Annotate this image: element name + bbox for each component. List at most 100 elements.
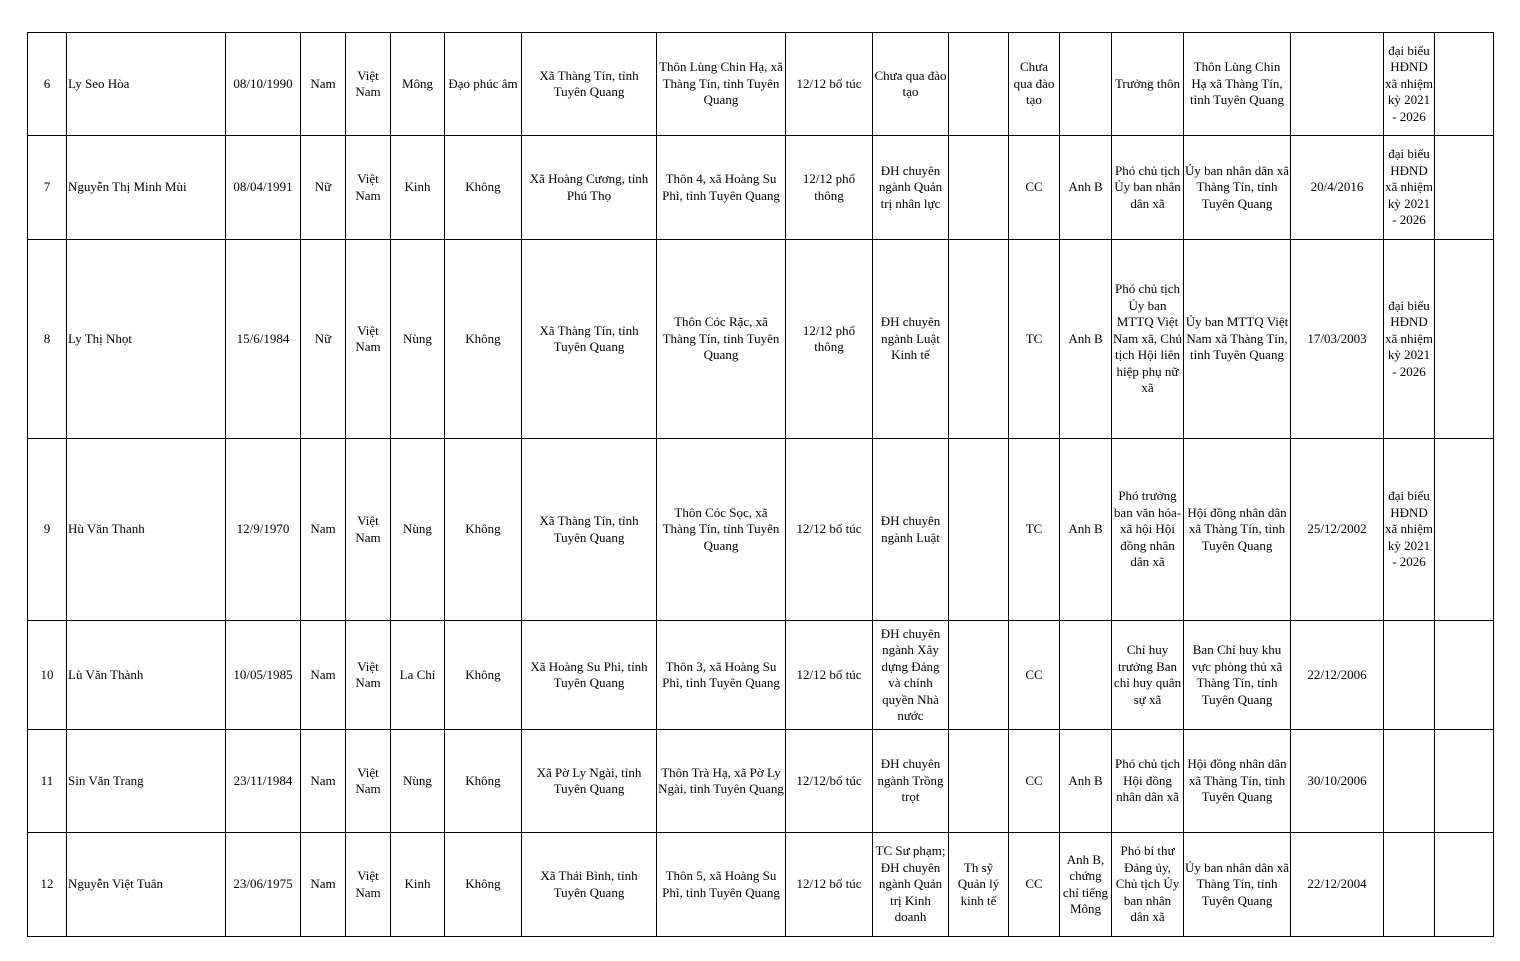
table-row: 9 Hù Văn Thanh 12/9/1970 Nam Việt Nam Nùng Khô… bbox=[27, 438, 1494, 621]
table-cell: Anh B bbox=[1059, 239, 1112, 439]
table-cell: Đạo phúc âm bbox=[444, 32, 522, 136]
table-cell: Nam bbox=[300, 620, 346, 730]
table-cell: Không bbox=[444, 729, 522, 833]
table-cell bbox=[948, 32, 1009, 136]
table-cell bbox=[1434, 438, 1494, 621]
table-cell bbox=[1059, 620, 1112, 730]
table-cell: Thôn Cóc Rặc, xã Thàng Tín, tỉnh Tuyên Q… bbox=[656, 239, 786, 439]
table-row: 7 Nguyễn Thị Minh Mùi 08/04/1991 Nữ Việt Nam… bbox=[27, 135, 1494, 240]
table-cell: Xã Thàng Tín, tỉnh Tuyên Quang bbox=[521, 239, 657, 439]
table-cell: 9 bbox=[27, 438, 67, 621]
table-cell: Anh B bbox=[1059, 438, 1112, 621]
table-cell: 12/12 phổ thông bbox=[785, 135, 873, 240]
table-cell: Anh B bbox=[1059, 729, 1112, 833]
table-cell: ĐH chuyên ngành Trồng trọt bbox=[872, 729, 949, 833]
table-cell: 20/4/2016 bbox=[1290, 135, 1384, 240]
table-cell: Xã Thàng Tín, tỉnh Tuyên Quang bbox=[521, 438, 657, 621]
table-cell: Phó chủ tịch Ủy ban MTTQ Việt Nam xã, Ch… bbox=[1111, 239, 1184, 439]
table-cell: Anh B, chứng chỉ tiếng Mông bbox=[1059, 832, 1112, 937]
table-cell: Ủy ban MTTQ Việt Nam xã Thàng Tín, tỉnh … bbox=[1183, 239, 1291, 439]
table-cell: 08/04/1991 bbox=[225, 135, 301, 240]
table-cell: đại biểu HĐND xã nhiệm kỳ 2021 - 2026 bbox=[1383, 239, 1435, 439]
table-cell: Việt Nam bbox=[345, 729, 391, 833]
table-cell bbox=[1434, 832, 1494, 937]
table-cell: Ủy ban nhân dân xã Thàng Tín, tỉnh Tuyên… bbox=[1183, 832, 1291, 937]
table-cell: 8 bbox=[27, 239, 67, 439]
table-cell: 12/12 bổ túc bbox=[785, 832, 873, 937]
table-cell: ĐH chuyên ngành Luật bbox=[872, 438, 949, 621]
table-row: 6 Ly Seo Hòa 08/10/1990 Nam Việt Nam Mông Đạo … bbox=[27, 32, 1494, 136]
table-cell: Việt Nam bbox=[345, 239, 391, 439]
table-cell: CC bbox=[1008, 135, 1060, 240]
table-cell bbox=[1434, 135, 1494, 240]
table-cell: 23/11/1984 bbox=[225, 729, 301, 833]
table-cell: 6 bbox=[27, 32, 67, 136]
table-cell: Việt Nam bbox=[345, 438, 391, 621]
table-cell: đại biểu HĐND xã nhiệm kỳ 2021 - 2026 bbox=[1383, 135, 1435, 240]
table-cell: Chưa qua đào tạo bbox=[1008, 32, 1060, 136]
table-cell bbox=[1434, 620, 1494, 730]
table-cell bbox=[1383, 620, 1435, 730]
table-cell bbox=[948, 620, 1009, 730]
table-cell: La Chí bbox=[390, 620, 445, 730]
table-cell: 22/12/2006 bbox=[1290, 620, 1384, 730]
table-cell: đại biểu HĐND xã nhiệm kỳ 2021 - 2026 bbox=[1383, 438, 1435, 621]
table-cell: TC Sư phạm; ĐH chuyên ngành Quản trị Kin… bbox=[872, 832, 949, 937]
table-cell: 11 bbox=[27, 729, 67, 833]
table-cell: Nam bbox=[300, 729, 346, 833]
table-row: 10 Lù Văn Thành 10/05/1985 Nam Việt Nam La Ch… bbox=[27, 620, 1494, 730]
table-cell: Nguyễn Việt Tuân bbox=[66, 832, 226, 937]
table-cell: Nữ bbox=[300, 135, 346, 240]
table-cell bbox=[1434, 239, 1494, 439]
table-cell: Việt Nam bbox=[345, 32, 391, 136]
table-cell: Chỉ huy trưởng Ban chỉ huy quân sự xã bbox=[1111, 620, 1184, 730]
table-cell bbox=[948, 438, 1009, 621]
table-cell: Không bbox=[444, 620, 522, 730]
table-cell: Trưởng thôn bbox=[1111, 32, 1184, 136]
table-cell: Xã Hoàng Cương, tỉnh Phú Thọ bbox=[521, 135, 657, 240]
table-cell: Nùng bbox=[390, 239, 445, 439]
table-cell: Xã Hoàng Su Phì, tỉnh Tuyên Quang bbox=[521, 620, 657, 730]
table-cell: Không bbox=[444, 438, 522, 621]
table-cell: 12 bbox=[27, 832, 67, 937]
table-cell: Thôn Trà Hạ, xã Pờ Ly Ngài, tỉnh Tuyên Q… bbox=[656, 729, 786, 833]
table-cell: Hội đồng nhân dân xã Thàng Tín, tỉnh Tuy… bbox=[1183, 729, 1291, 833]
table-cell: TC bbox=[1008, 239, 1060, 439]
table-cell: Phó bí thư Đảng ủy, Chủ tịch Ủy ban nhân… bbox=[1111, 832, 1184, 937]
table-cell: Nam bbox=[300, 438, 346, 621]
table-cell bbox=[1434, 32, 1494, 136]
table-cell: 08/10/1990 bbox=[225, 32, 301, 136]
table-cell: Ly Thị Nhọt bbox=[66, 239, 226, 439]
table-cell: ĐH chuyên ngành Xây dựng Đảng và chính q… bbox=[872, 620, 949, 730]
table-cell: Thôn 5, xã Hoàng Su Phì, tỉnh Tuyên Quan… bbox=[656, 832, 786, 937]
table-cell: 12/12 bổ túc bbox=[785, 438, 873, 621]
table-cell: 12/12 phổ thông bbox=[785, 239, 873, 439]
table-cell bbox=[948, 239, 1009, 439]
table-cell bbox=[1383, 729, 1435, 833]
table-cell: Lù Văn Thành bbox=[66, 620, 226, 730]
table-cell: Phó chủ tịch Hội đồng nhân dân xã bbox=[1111, 729, 1184, 833]
table-cell: Hù Văn Thanh bbox=[66, 438, 226, 621]
table-cell: Nùng bbox=[390, 729, 445, 833]
table-cell: Việt Nam bbox=[345, 135, 391, 240]
table-cell: Anh B bbox=[1059, 135, 1112, 240]
table-cell: Ủy ban nhân dân xã Thàng Tín, tỉnh Tuyên… bbox=[1183, 135, 1291, 240]
table-cell: 25/12/2002 bbox=[1290, 438, 1384, 621]
table-cell: 12/12 bổ túc bbox=[785, 32, 873, 136]
table-cell: 22/12/2004 bbox=[1290, 832, 1384, 937]
table-cell: Hội đồng nhân dân xã Thàng Tín, tỉnh Tuy… bbox=[1183, 438, 1291, 621]
table-cell: Thôn 4, xã Hoàng Su Phì, tỉnh Tuyên Quan… bbox=[656, 135, 786, 240]
table-cell: Xã Thái Bình, tỉnh Tuyên Quang bbox=[521, 832, 657, 937]
table-cell: CC bbox=[1008, 832, 1060, 937]
table-cell: Sin Văn Trang bbox=[66, 729, 226, 833]
table-cell: Chưa qua đào tạo bbox=[872, 32, 949, 136]
table-cell: 12/12/bổ túc bbox=[785, 729, 873, 833]
table-cell: đại biểu HĐND xã nhiệm kỳ 2021 - 2026 bbox=[1383, 32, 1435, 136]
table-cell: Ly Seo Hòa bbox=[66, 32, 226, 136]
table-cell: 15/6/1984 bbox=[225, 239, 301, 439]
table-cell: Việt Nam bbox=[345, 620, 391, 730]
table-cell: Thôn Lùng Chin Hạ, xã Thàng Tín, tỉnh Tu… bbox=[656, 32, 786, 136]
table-cell bbox=[948, 729, 1009, 833]
table-cell: Không bbox=[444, 239, 522, 439]
table-cell: Ban Chỉ huy khu vực phòng thủ xã Thàng T… bbox=[1183, 620, 1291, 730]
